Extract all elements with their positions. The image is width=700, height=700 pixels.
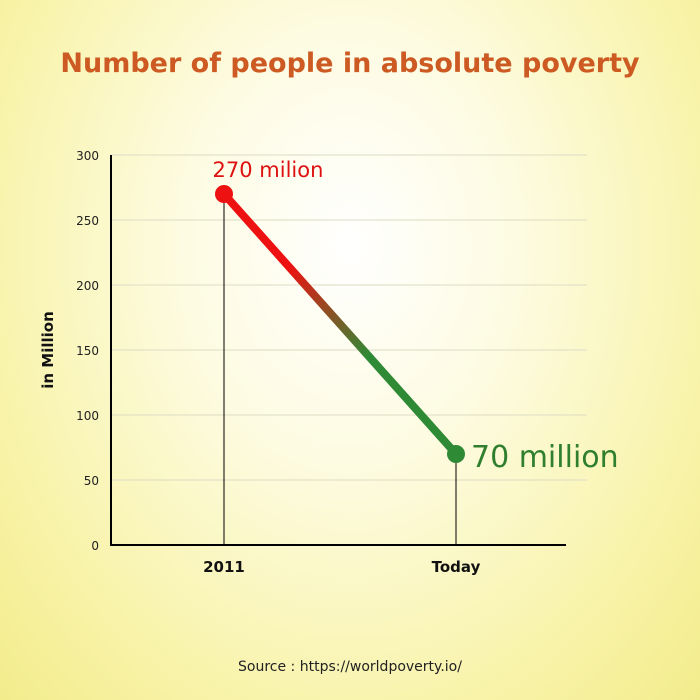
y-axis-label: in Million — [39, 311, 57, 389]
data-labels: 270 milion 70 million — [213, 158, 619, 475]
data-point — [447, 445, 465, 463]
chart-title: Number of people in absolute poverty — [60, 48, 640, 79]
data-label: 270 milion — [213, 158, 324, 182]
y-tick-label: 100 — [76, 409, 99, 423]
y-tick-label: 250 — [76, 214, 99, 228]
y-tick-label: 0 — [91, 539, 99, 553]
data-point — [215, 185, 233, 203]
y-tick-labels: 0 50 100 150 200 250 300 — [76, 149, 99, 553]
data-label: 70 million — [471, 440, 619, 475]
x-tick-labels: 2011 Today — [203, 558, 480, 576]
series-line — [220, 190, 460, 458]
y-tick-label: 50 — [84, 474, 99, 488]
series-poverty — [215, 185, 465, 463]
y-tick-label: 150 — [76, 344, 99, 358]
x-tick-label: Today — [432, 558, 481, 576]
x-tick-label: 2011 — [203, 558, 245, 576]
y-tick-label: 300 — [76, 149, 99, 163]
drop-lines — [223, 194, 457, 545]
source-note: Source : https://worldpoverty.io/ — [238, 659, 462, 675]
gridlines — [111, 154, 587, 481]
y-tick-label: 200 — [76, 279, 99, 293]
